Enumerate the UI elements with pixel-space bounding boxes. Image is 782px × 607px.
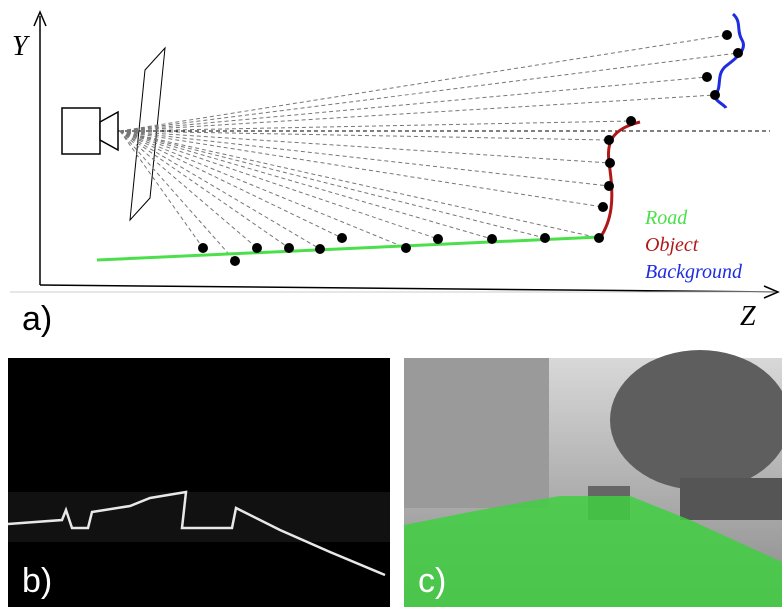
point — [540, 233, 550, 243]
panel-b: b) — [8, 358, 390, 607]
panel-a: Y Z a) Road Object Background — [10, 12, 778, 338]
ray — [120, 121, 631, 131]
point — [284, 243, 294, 253]
point — [594, 233, 604, 243]
point — [702, 72, 712, 82]
ray — [120, 131, 492, 239]
point — [598, 202, 608, 212]
legend-object: Object — [645, 234, 699, 256]
point — [604, 181, 614, 191]
point — [710, 90, 720, 100]
ray — [120, 53, 738, 131]
point — [487, 234, 497, 244]
point — [337, 233, 347, 243]
point — [315, 244, 325, 254]
point — [733, 48, 743, 58]
camera-body — [62, 108, 100, 154]
panel-c: c) — [404, 350, 782, 607]
panel-label: c) — [418, 562, 446, 600]
ray — [120, 35, 727, 131]
point — [604, 135, 614, 145]
point — [401, 243, 411, 253]
road-line — [97, 237, 600, 260]
point — [605, 158, 615, 168]
point — [230, 256, 240, 266]
ray — [120, 131, 320, 249]
trees — [610, 350, 782, 490]
ray — [120, 131, 406, 248]
disparity-band — [8, 492, 390, 542]
ray — [120, 131, 545, 238]
ray — [120, 131, 342, 238]
camera-lens — [100, 112, 118, 150]
y-axis-label: Y — [12, 31, 31, 62]
point — [252, 243, 262, 253]
point — [198, 243, 208, 253]
panel-label: b) — [22, 562, 52, 600]
points — [198, 30, 743, 266]
building — [404, 358, 549, 508]
point — [722, 30, 732, 40]
panel-label: a) — [22, 300, 52, 338]
legend-background: Background — [645, 261, 743, 283]
ray — [120, 131, 603, 207]
ray — [120, 77, 707, 131]
point — [626, 116, 636, 126]
point — [433, 234, 443, 244]
z-axis — [40, 285, 775, 292]
disparity-image — [8, 358, 390, 607]
z-axis-label: Z — [740, 301, 756, 332]
figure: Y Z a) Road Object Background b) c) — [0, 0, 782, 607]
legend-road: Road — [644, 207, 688, 229]
parked-cars — [680, 478, 782, 520]
